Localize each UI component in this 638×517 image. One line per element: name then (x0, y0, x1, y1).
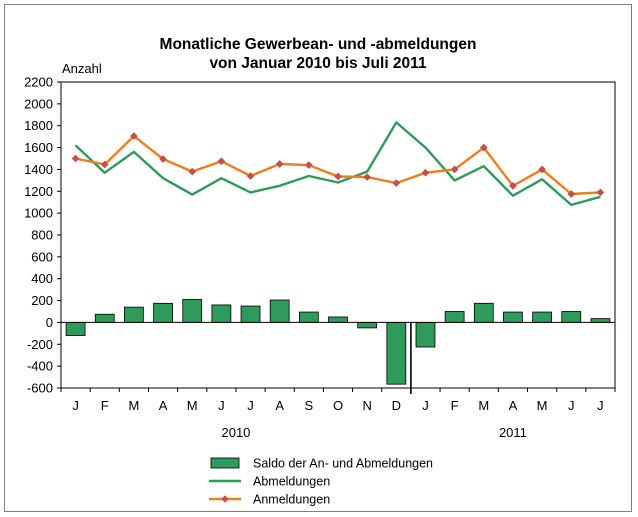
marker-anmeldungen (479, 143, 488, 152)
legend-label: Abmeldungen (253, 475, 330, 489)
y-tick-label: -400 (27, 359, 53, 374)
x-tick-label: J (218, 398, 225, 413)
bar-saldo (386, 322, 407, 385)
marker-anmeldungen (596, 188, 605, 197)
bar-saldo (590, 318, 611, 323)
marker-anmeldungen (159, 155, 168, 163)
marker-anmeldungen (450, 165, 459, 174)
marker-anmeldungen (392, 179, 401, 188)
y-axis-label: Anzahl (62, 61, 102, 76)
marker-anmeldungen (129, 132, 138, 141)
x-tick-label: M (128, 398, 139, 413)
y-tick-label: 1600 (24, 140, 53, 155)
chart-frame: Monatliche Gewerbean- und -abmeldungen v… (4, 4, 632, 512)
year-label: 2011 (499, 425, 527, 440)
bar-saldo (444, 311, 465, 323)
legend-swatch-saldo (210, 457, 240, 469)
x-tick-label: F (451, 398, 459, 413)
marker-anmeldungen (188, 167, 197, 176)
bar-saldo (357, 322, 378, 329)
chart: Monatliche Gewerbean- und -abmeldungen v… (24, 36, 616, 507)
marker-anmeldungen (334, 172, 342, 181)
year-label: 2010 (221, 425, 250, 440)
y-tick-label: 2200 (24, 75, 53, 90)
bar-saldo (65, 322, 86, 336)
y-tick-label: 1400 (24, 162, 53, 177)
bar-saldo (269, 299, 290, 323)
x-tick-label: A (275, 398, 284, 413)
bar-saldo (298, 311, 319, 323)
bar-saldo (182, 299, 203, 323)
x-tick-label: A (509, 398, 518, 413)
x-tick-label: O (333, 398, 343, 413)
x-tick-label: N (362, 398, 371, 413)
x-tick-label: J (597, 398, 604, 413)
bar-saldo (153, 302, 173, 323)
y-tick-label: 200 (31, 293, 53, 308)
bar-saldo (94, 313, 115, 323)
marker-anmeldungen (363, 173, 372, 182)
marker-anmeldungen (567, 190, 576, 198)
bar-saldo (415, 322, 436, 348)
plot-border (60, 81, 616, 389)
marker-anmeldungen (275, 160, 284, 168)
marker-anmeldungen (304, 161, 313, 170)
chart-title-line-1: Monatliche Gewerbean- und -abmeldungen (160, 36, 477, 53)
x-tick-label: D (392, 398, 401, 413)
marker-anmeldungen (246, 172, 255, 180)
x-tick-label: J (422, 398, 429, 413)
y-tick-label: 1000 (24, 206, 53, 221)
bar-saldo (473, 302, 494, 323)
bar-saldo (503, 311, 523, 323)
x-tick-label: J (247, 398, 254, 413)
legend-marker-anmeldungen (221, 495, 229, 503)
marker-anmeldungen (538, 165, 547, 174)
line-abmeldungen (74, 121, 601, 207)
legend-label: Anmeldungen (253, 493, 330, 507)
marker-anmeldungen (71, 154, 80, 163)
marker-anmeldungen (508, 181, 517, 190)
marker-anmeldungen (100, 160, 109, 169)
x-tick-label: M (537, 398, 548, 413)
y-tick-label: 2000 (24, 96, 53, 111)
legend-label: Saldo der An- und Abmeldungen (253, 457, 433, 471)
x-tick-label: F (101, 398, 109, 413)
x-tick-label: M (187, 398, 198, 413)
bar-saldo (124, 306, 144, 323)
x-tick-label: J (568, 398, 575, 413)
x-tick-label: M (478, 398, 489, 413)
marker-anmeldungen (217, 157, 226, 166)
bar-saldo (532, 311, 552, 323)
bar-saldo (211, 304, 232, 323)
bar-saldo (328, 316, 348, 323)
y-tick-label: 0 (46, 315, 53, 330)
y-tick-label: 600 (31, 249, 53, 264)
legend: Saldo der An- und Abmeldungen Abmeldungen… (209, 457, 433, 507)
y-tick-label: 1200 (24, 184, 53, 199)
x-tick-label: A (159, 398, 168, 413)
x-tick-label: S (305, 398, 314, 413)
marker-anmeldungen (421, 168, 430, 177)
y-tick-label: 1800 (24, 118, 53, 133)
bar-saldo (561, 311, 582, 323)
chart-title-line-2: von Januar 2010 bis Juli 2011 (209, 55, 427, 72)
bar-saldo (240, 305, 261, 323)
y-tick-label: 400 (31, 271, 53, 286)
y-tick-label: -600 (27, 381, 53, 396)
plot-area: 2200200018001600140012001000800600400200… (24, 75, 616, 440)
line-anmeldungen (75, 134, 601, 196)
y-tick-label: 800 (31, 228, 53, 243)
x-tick-label: J (72, 398, 79, 413)
y-tick-label: -200 (27, 337, 53, 352)
